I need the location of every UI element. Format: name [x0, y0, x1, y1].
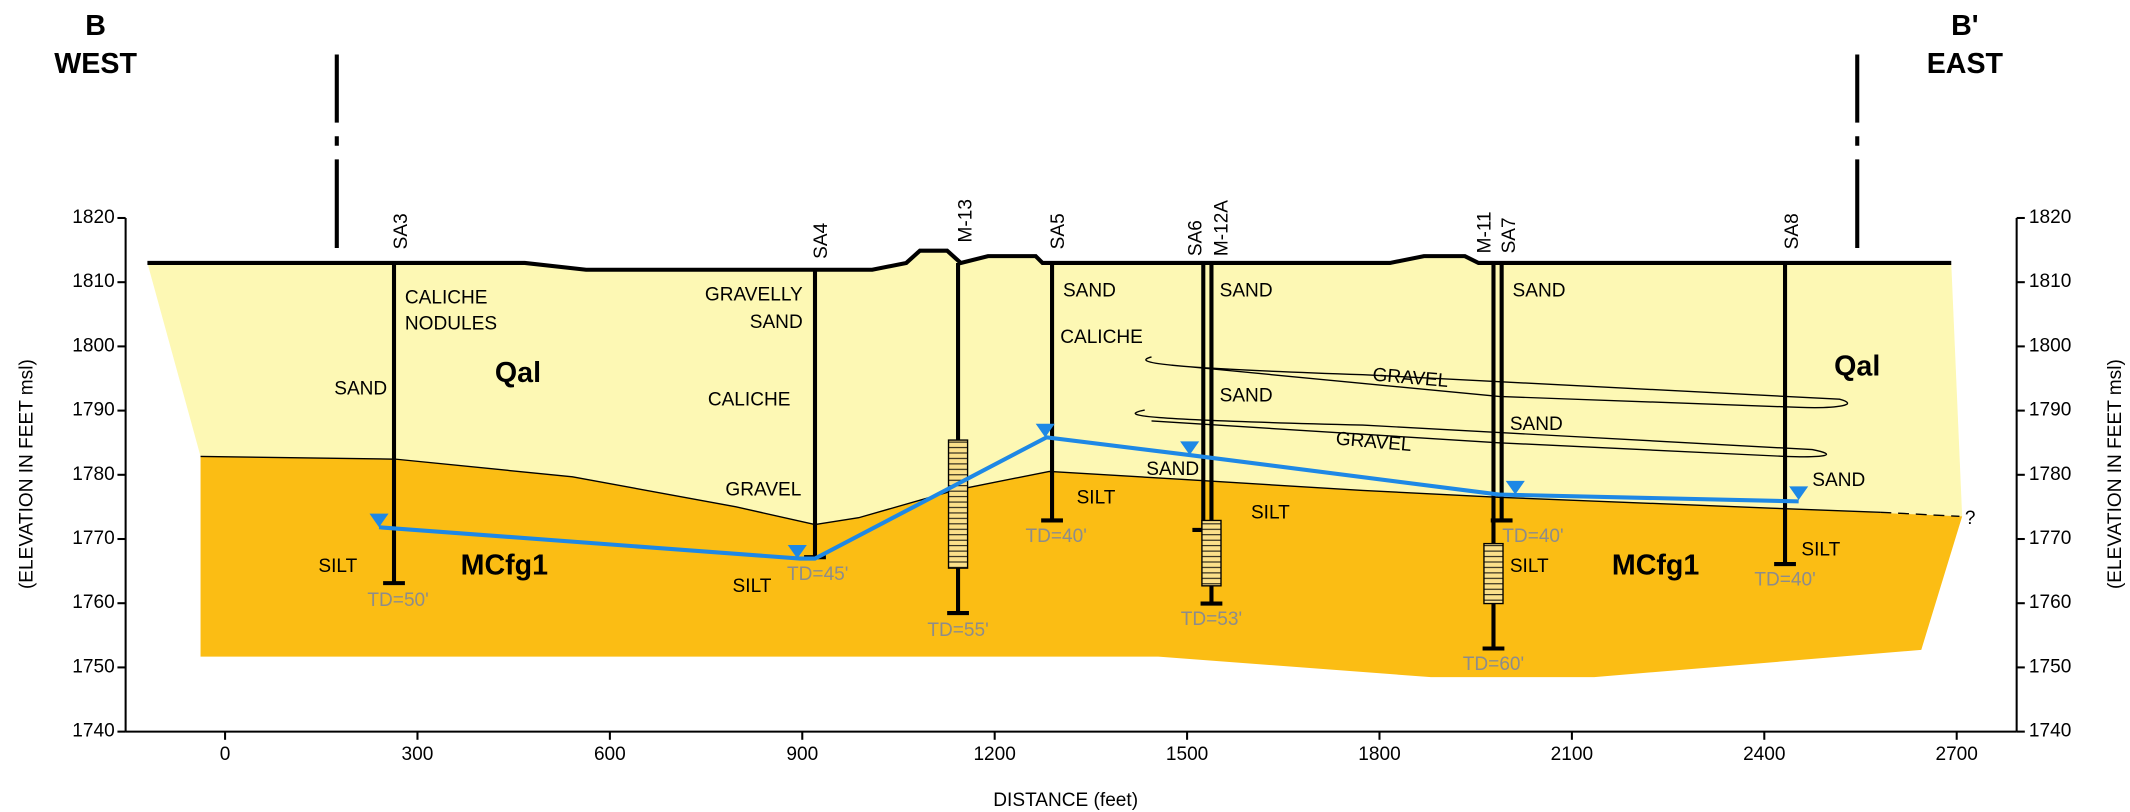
section-direction: EAST: [1927, 48, 2004, 80]
total-depth: TD=40': [1502, 526, 1563, 547]
y-tick-label: 1780: [2029, 464, 2071, 485]
lithology-label: SAND: [334, 379, 387, 400]
y-tick-label: 1750: [72, 656, 114, 677]
lithology-label: ?: [1965, 508, 1976, 529]
x-tick-label: 1500: [1166, 744, 1208, 765]
well-name: SA8: [1782, 213, 1803, 249]
lithology-label: CALICHE: [708, 390, 791, 411]
x-tick-label: 1800: [1358, 744, 1400, 765]
y-tick-label: 1750: [2029, 656, 2071, 677]
total-depth: TD=45': [787, 564, 848, 585]
lithology-label: SAND: [750, 312, 803, 333]
lithology-label: CALICHE: [1060, 327, 1143, 348]
section-direction: WEST: [54, 48, 137, 80]
y-axis-title: (ELEVATION IN FEET msl): [17, 359, 38, 589]
water-table: [378, 435, 1799, 561]
well-name: M-13: [955, 199, 976, 242]
lithology-label: SILT: [318, 556, 357, 577]
total-depth: TD=53': [1181, 609, 1242, 630]
y-tick-label: 1800: [2029, 335, 2071, 356]
x-tick-label: 300: [402, 744, 434, 765]
y-tick-label: 1810: [2029, 271, 2071, 292]
well-name: M-11: [1474, 211, 1495, 253]
x-tick-label: 900: [786, 744, 818, 765]
y-tick-label: 1740: [2029, 721, 2071, 742]
y-tick-label: 1770: [2029, 528, 2071, 549]
total-depth: TD=40': [1754, 569, 1815, 590]
x-tick-label: 0: [220, 744, 231, 765]
x-tick-label: 1200: [973, 744, 1015, 765]
y-tick-label: 1760: [2029, 592, 2071, 613]
total-depth: TD=50': [367, 590, 428, 611]
total-depth: TD=55': [927, 620, 988, 641]
y-tick-label: 1820: [2029, 207, 2071, 228]
water-level-marker: [1180, 441, 1200, 456]
lithology-label: SILT: [1510, 556, 1549, 577]
gravel-lens: [1145, 356, 1849, 409]
unit-label: MCfg1: [1612, 549, 1699, 581]
lithology-label: CALICHE: [405, 287, 488, 308]
lithology-label: SAND: [1812, 470, 1865, 491]
y-tick-label: 1780: [72, 464, 114, 485]
lithology-label: GRAVELLY: [705, 285, 803, 306]
y-tick-label: 1820: [72, 207, 114, 228]
water-level-marker: [787, 544, 807, 559]
water-level-marker: [1035, 423, 1055, 438]
x-tick-label: 2100: [1551, 744, 1593, 765]
well-name: SA5: [1048, 213, 1069, 249]
y-tick-label: 1790: [2029, 400, 2071, 421]
gravel-lens: [1134, 409, 1827, 458]
y-tick-label: 1760: [72, 592, 114, 613]
lithology-label: SAND: [1220, 385, 1273, 406]
lithology-label: SILT: [1801, 539, 1840, 560]
mcfg1-fill: [200, 456, 1963, 678]
y-tick-label: 1740: [72, 721, 114, 742]
section-letter: B: [85, 10, 106, 42]
x-tick-label: 2700: [1935, 744, 1977, 765]
y-tick-label: 1770: [72, 528, 114, 549]
y-tick-label: 1800: [72, 335, 114, 356]
lithology-label: SILT: [1251, 503, 1290, 524]
lithology-label: SAND: [1063, 281, 1116, 302]
x-tick-label: 600: [594, 744, 626, 765]
unit-label: Qal: [495, 357, 541, 389]
well-name: SA7: [1499, 217, 1520, 253]
lithology-label: SAND: [1510, 414, 1563, 435]
well-screen: [1201, 519, 1222, 587]
y-tick-label: 1810: [72, 271, 114, 292]
ground-surface: [147, 248, 1952, 272]
y-axis-title: (ELEVATION IN FEET msl): [2105, 359, 2126, 589]
well-name: SA6: [1186, 220, 1207, 256]
water-level-marker: [1505, 480, 1525, 495]
lithology-label: SILT: [1077, 488, 1116, 509]
lithology-label: SILT: [733, 576, 772, 597]
well-screen: [1483, 542, 1504, 605]
x-tick-label: 2400: [1743, 744, 1785, 765]
contact-inferred: [1880, 511, 1960, 518]
well-screen: [947, 439, 969, 569]
well-name: M-12A: [1211, 200, 1232, 256]
lithology-label: NODULES: [405, 313, 497, 334]
well-name: SA3: [391, 213, 412, 249]
water-level-marker: [1789, 486, 1809, 501]
section-letter: B': [1951, 10, 1978, 42]
y-tick-label: 1790: [72, 400, 114, 421]
lithology-label: SAND: [1513, 281, 1566, 302]
total-depth: TD=60': [1463, 654, 1524, 675]
total-depth: TD=40': [1025, 526, 1086, 547]
well-name: SA4: [811, 222, 832, 258]
qal-fill: [147, 250, 1963, 525]
unit-label: Qal: [1834, 350, 1880, 382]
lithology-label: GRAVEL: [725, 480, 801, 501]
unit-label: MCfg1: [461, 549, 548, 581]
lithology-label: SAND: [1220, 281, 1273, 302]
lithology-label: SAND: [1146, 459, 1199, 480]
x-axis-title: DISTANCE (feet): [993, 790, 1138, 811]
water-level-marker: [369, 513, 389, 528]
